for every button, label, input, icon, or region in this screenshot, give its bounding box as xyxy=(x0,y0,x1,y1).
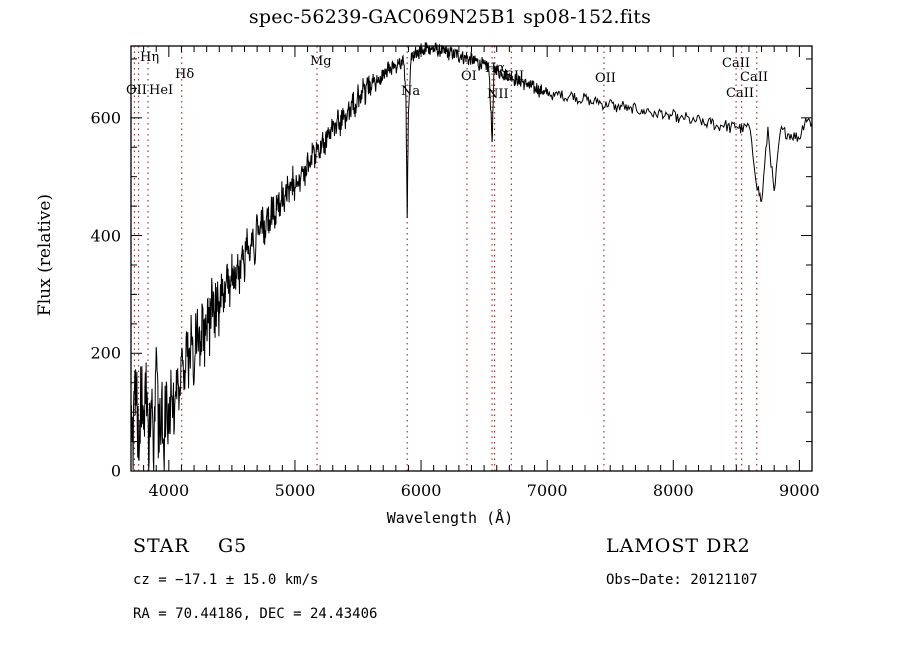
spectral-line-label: Na xyxy=(401,84,421,99)
spectral-line-label: Mg xyxy=(310,54,332,69)
y-tick-label: 600 xyxy=(90,108,121,128)
x-tick-label: 4000 xyxy=(148,481,190,500)
spectral-line-label: Hα xyxy=(485,61,506,76)
x-axis-title: Wavelength (Å) xyxy=(386,509,514,527)
spectral-line-label: CaII xyxy=(740,70,768,85)
spectral-line-label: Hη xyxy=(140,50,160,65)
redshift-value: cz = −17.1 ± 15.0 km/s xyxy=(133,572,319,588)
x-tick-label: 9000 xyxy=(779,481,820,500)
survey-name: LAMOST DR2 xyxy=(606,535,751,557)
spectral-line-label: OII xyxy=(126,83,147,98)
spectral-line-label: Hδ xyxy=(175,67,195,82)
spectral-line-label: NII xyxy=(487,87,509,102)
spectral-line-label: CaII xyxy=(722,56,750,71)
x-tick-label: 6000 xyxy=(400,481,442,500)
x-tick-label: 7000 xyxy=(526,481,568,500)
x-tick-label: 8000 xyxy=(652,481,694,500)
spectral-line-label: CaII xyxy=(726,86,754,101)
object-type: STAR xyxy=(133,535,190,557)
spectral-class: G5 xyxy=(218,535,248,557)
spectral-line-label: HeI xyxy=(149,83,174,98)
spectral-line-label: OII xyxy=(595,71,616,86)
y-axis-title: Flux (relative) xyxy=(35,193,55,317)
spectral-line-label: SII xyxy=(505,69,525,84)
coordinates-value: RA = 70.44186, DEC = 24.43406 xyxy=(133,606,378,622)
x-tick-label: 5000 xyxy=(274,481,316,500)
y-tick-label: 400 xyxy=(90,226,121,246)
y-tick-label: 200 xyxy=(90,343,121,363)
obs-date: Obs−Date: 20121107 xyxy=(606,572,758,588)
plot-frame xyxy=(130,45,813,472)
page-title: spec-56239-GAC069N25B1 sp08-152.fits xyxy=(248,6,652,28)
spectral-line-markers xyxy=(133,46,758,471)
y-tick-label: 0 xyxy=(110,461,121,481)
spectrum-curve xyxy=(130,42,813,472)
spectral-line-label: OI xyxy=(461,69,477,84)
